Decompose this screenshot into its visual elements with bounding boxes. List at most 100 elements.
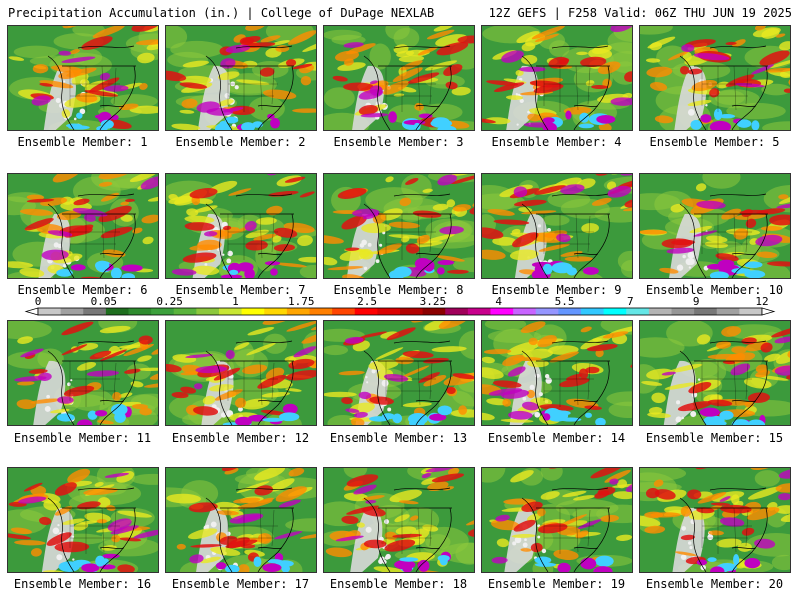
- colorbar-segment: [694, 308, 718, 315]
- precip-map: [8, 468, 158, 572]
- colorbar-tick-label: 0.05: [90, 295, 118, 308]
- precip-map: [482, 321, 632, 425]
- colorbar-segment: [716, 308, 740, 315]
- member-label: Ensemble Member: 7: [175, 283, 306, 297]
- precip-map: [8, 321, 158, 425]
- member-map-panel: [7, 173, 159, 279]
- colorbar-right-arrow: [761, 307, 776, 316]
- member-label: Ensemble Member: 16: [13, 577, 152, 591]
- colorbar-segment: [377, 308, 401, 315]
- member-label: Ensemble Member: 19: [487, 577, 626, 591]
- colorbar-tick-label: 1: [232, 295, 239, 308]
- colorbar-segment: [603, 308, 627, 315]
- member-label: Ensemble Member: 14: [487, 431, 626, 445]
- colorbar-tick-label: 2.5: [357, 295, 378, 308]
- member-map-panel: [323, 173, 475, 279]
- member-map-panel: [481, 320, 633, 426]
- colorbar-tick-label: 0.25: [156, 295, 183, 308]
- colorbar-segment: [422, 308, 446, 315]
- member-label: Ensemble Member: 9: [491, 283, 622, 297]
- precip-map: [640, 26, 790, 130]
- colorbar-segment: [467, 308, 491, 315]
- colorbar-segment: [105, 308, 129, 315]
- precip-map: [8, 174, 158, 278]
- colorbar-segment: [581, 308, 605, 315]
- member-label: Ensemble Member: 1: [17, 135, 148, 149]
- colorbar-segment: [558, 308, 582, 315]
- member-map-panel: [323, 320, 475, 426]
- colorbar-segment: [445, 308, 469, 315]
- precip-map: [166, 321, 316, 425]
- colorbar-segment: [400, 308, 424, 315]
- member-label: Ensemble Member: 17: [171, 577, 310, 591]
- member-label: Ensemble Member: 2: [175, 135, 306, 149]
- member-label: Ensemble Member: 15: [645, 431, 784, 445]
- member-map-panel: [639, 173, 791, 279]
- colorbar-segment: [513, 308, 537, 315]
- precip-map: [324, 26, 474, 130]
- member-map-panel: [481, 467, 633, 573]
- member-label: Ensemble Member: 5: [649, 135, 780, 149]
- colorbar-tick-label: 4: [495, 295, 503, 308]
- colorbar: 0 0.05 0.25 1 1.75 2.5 3.25 4 5.5 7 9 12: [0, 296, 800, 320]
- member-label: Ensemble Member: 11: [13, 431, 152, 445]
- colorbar-segment: [648, 308, 672, 315]
- member-label: Ensemble Member: 6: [17, 283, 148, 297]
- colorbar-segment: [490, 308, 514, 315]
- precip-map: [166, 468, 316, 572]
- colorbar-tick-label: 12: [755, 295, 769, 308]
- colorbar-segment: [309, 308, 333, 315]
- colorbar-tick-label: 5.5: [554, 295, 575, 308]
- member-label: Ensemble Member: 20: [645, 577, 784, 591]
- member-map-panel: [323, 467, 475, 573]
- colorbar-segment: [739, 308, 763, 315]
- colorbar-segment: [626, 308, 650, 315]
- member-label: Ensemble Member: 8: [333, 283, 464, 297]
- precip-map: [324, 468, 474, 572]
- colorbar-segment: [219, 308, 243, 315]
- colorbar-segment: [83, 308, 107, 315]
- colorbar-tick-label: 0: [34, 295, 42, 308]
- colorbar-segment: [151, 308, 175, 315]
- member-map-panel: [165, 173, 317, 279]
- member-label: Ensemble Member: 10: [645, 283, 784, 297]
- colorbar-segment: [535, 308, 559, 315]
- member-map-panel: [639, 320, 791, 426]
- colorbar-tick-label: 3.25: [419, 295, 447, 308]
- colorbar-tick-label: 7: [627, 295, 634, 308]
- member-label: Ensemble Member: 4: [491, 135, 622, 149]
- precip-map: [640, 321, 790, 425]
- colorbar-scale: [24, 307, 776, 316]
- colorbar-segment: [38, 308, 62, 315]
- precip-map: [166, 174, 316, 278]
- member-label: Ensemble Member: 13: [329, 431, 468, 445]
- member-map-panel: [165, 25, 317, 131]
- member-map-panel: [323, 25, 475, 131]
- precip-map: [8, 26, 158, 130]
- header-run-info: 12Z GEFS | F258 Valid: 06Z THU JUN 19 20…: [488, 6, 792, 20]
- precip-map: [324, 174, 474, 278]
- precip-map: [482, 174, 632, 278]
- precip-map: [324, 321, 474, 425]
- colorbar-tick-label: 1.75: [288, 295, 315, 308]
- precip-map: [482, 468, 632, 572]
- precip-map: [640, 468, 790, 572]
- colorbar-tick-label: 9: [692, 295, 700, 308]
- header-title: Precipitation Accumulation (in.) | Colle…: [8, 6, 435, 20]
- precip-map: [482, 26, 632, 130]
- member-label: Ensemble Member: 12: [171, 431, 310, 445]
- member-map-panel: [7, 25, 159, 131]
- member-map-panel: [165, 467, 317, 573]
- member-map-panel: [165, 320, 317, 426]
- colorbar-segment: [173, 308, 197, 315]
- colorbar-segment: [332, 308, 356, 315]
- precip-map: [640, 174, 790, 278]
- colorbar-segment: [671, 308, 695, 315]
- colorbar-segment: [354, 308, 378, 315]
- colorbar-left-arrow: [24, 307, 39, 316]
- member-label: Ensemble Member: 3: [333, 135, 464, 149]
- colorbar-segment: [196, 308, 220, 315]
- colorbar-segment: [241, 308, 265, 315]
- member-label: Ensemble Member: 18: [329, 577, 468, 591]
- member-map-panel: [481, 173, 633, 279]
